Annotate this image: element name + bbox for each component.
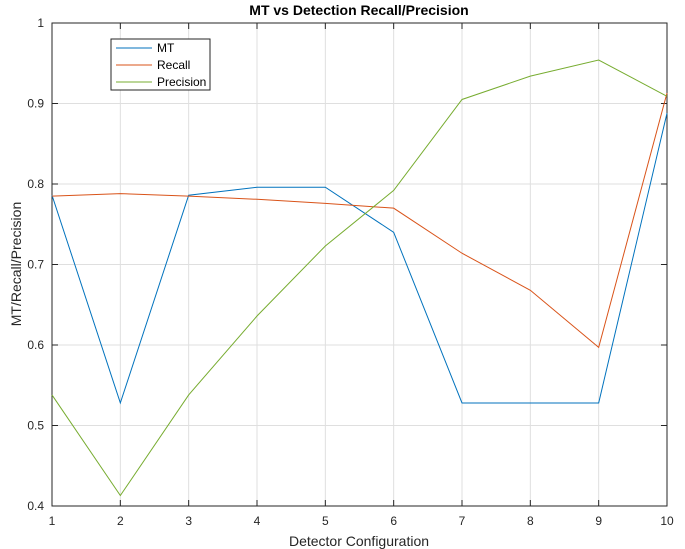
y-tick-label: 0.6 [27,338,44,352]
legend-label-recall: Recall [157,58,190,72]
x-tick-label: 1 [49,514,56,528]
y-tick-label: 0.7 [27,258,44,272]
x-tick-label: 6 [390,514,397,528]
x-tick-label: 9 [595,514,602,528]
x-tick-label: 4 [254,514,261,528]
x-tick-label: 3 [185,514,192,528]
tick-labels: 1 2 3 4 5 6 7 8 9 10 0.4 0.5 0.6 0.7 0.8 0.9 1 [27,16,674,528]
axes [51,22,668,507]
y-tick-label: 0.8 [27,177,44,191]
series-line-mt [51,113,668,405]
legend-label-mt: MT [157,41,175,55]
series-line-recall [51,92,668,349]
x-tick-label: 2 [117,514,124,528]
x-tick-label: 10 [660,514,674,528]
y-tick-label: 0.4 [27,499,44,513]
y-tick-label: 1 [37,16,44,30]
plot-area-border [51,22,668,507]
legend: MT Recall Precision [110,38,211,91]
x-axis-label: Detector Configuration [289,533,429,549]
x-tick-label: 5 [322,514,329,528]
y-tick-label: 0.9 [27,97,44,111]
y-tick-label: 0.5 [27,419,44,433]
series-layer [51,59,668,497]
series-line-precision [51,59,668,497]
legend-label-precision: Precision [157,75,206,89]
x-tick-label: 8 [527,514,534,528]
y-axis-label: MT/Recall/Precision [8,202,24,326]
x-tick-label: 7 [459,514,466,528]
chart-title: MT vs Detection Recall/Precision [249,2,468,18]
